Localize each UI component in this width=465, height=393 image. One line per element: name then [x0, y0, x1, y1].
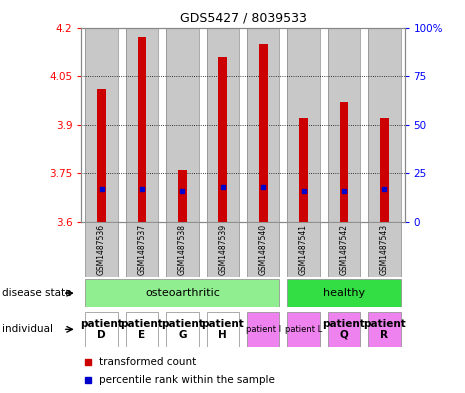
- Bar: [86, 28, 118, 222]
- Text: healthy: healthy: [323, 288, 365, 298]
- FancyBboxPatch shape: [126, 312, 158, 347]
- Text: osteoarthritic: osteoarthritic: [145, 288, 220, 298]
- Bar: [178, 170, 187, 222]
- Bar: [368, 28, 400, 222]
- Bar: [328, 28, 360, 222]
- Bar: [97, 89, 106, 222]
- FancyBboxPatch shape: [328, 312, 360, 347]
- Text: patient
R: patient R: [363, 319, 406, 340]
- Text: patient
D: patient D: [80, 319, 123, 340]
- Text: patient L: patient L: [285, 325, 322, 334]
- Text: GSM1487537: GSM1487537: [138, 224, 146, 275]
- Text: GSM1487539: GSM1487539: [218, 224, 227, 275]
- Bar: [166, 28, 199, 222]
- Bar: [299, 118, 308, 222]
- FancyBboxPatch shape: [126, 222, 158, 277]
- Text: patient
G: patient G: [161, 319, 204, 340]
- Text: GSM1487536: GSM1487536: [97, 224, 106, 275]
- Bar: [287, 28, 320, 222]
- Bar: [339, 102, 348, 222]
- Text: patient
Q: patient Q: [323, 319, 365, 340]
- Text: patient
H: patient H: [201, 319, 244, 340]
- FancyBboxPatch shape: [287, 279, 400, 307]
- Text: GSM1487540: GSM1487540: [259, 224, 268, 275]
- Text: transformed count: transformed count: [99, 356, 196, 367]
- FancyBboxPatch shape: [368, 312, 400, 347]
- Text: GSM1487543: GSM1487543: [380, 224, 389, 275]
- FancyBboxPatch shape: [368, 222, 400, 277]
- FancyBboxPatch shape: [206, 222, 239, 277]
- Bar: [138, 37, 146, 222]
- Text: patient
E: patient E: [120, 319, 163, 340]
- Bar: [247, 28, 279, 222]
- FancyBboxPatch shape: [166, 312, 199, 347]
- FancyBboxPatch shape: [86, 312, 118, 347]
- Bar: [126, 28, 158, 222]
- FancyBboxPatch shape: [247, 312, 279, 347]
- Text: percentile rank within the sample: percentile rank within the sample: [99, 375, 275, 386]
- FancyBboxPatch shape: [287, 312, 320, 347]
- Text: GSM1487541: GSM1487541: [299, 224, 308, 275]
- Text: disease state: disease state: [2, 288, 72, 298]
- FancyBboxPatch shape: [247, 222, 279, 277]
- FancyBboxPatch shape: [86, 222, 118, 277]
- Bar: [219, 57, 227, 222]
- FancyBboxPatch shape: [287, 222, 320, 277]
- FancyBboxPatch shape: [166, 222, 199, 277]
- FancyBboxPatch shape: [328, 222, 360, 277]
- Text: GSM1487542: GSM1487542: [339, 224, 348, 275]
- Text: patient I: patient I: [246, 325, 281, 334]
- Bar: [259, 44, 267, 222]
- Bar: [380, 118, 389, 222]
- Bar: [206, 28, 239, 222]
- Title: GDS5427 / 8039533: GDS5427 / 8039533: [179, 12, 306, 25]
- FancyBboxPatch shape: [86, 279, 279, 307]
- Text: individual: individual: [2, 324, 53, 334]
- Text: GSM1487538: GSM1487538: [178, 224, 187, 275]
- FancyBboxPatch shape: [206, 312, 239, 347]
